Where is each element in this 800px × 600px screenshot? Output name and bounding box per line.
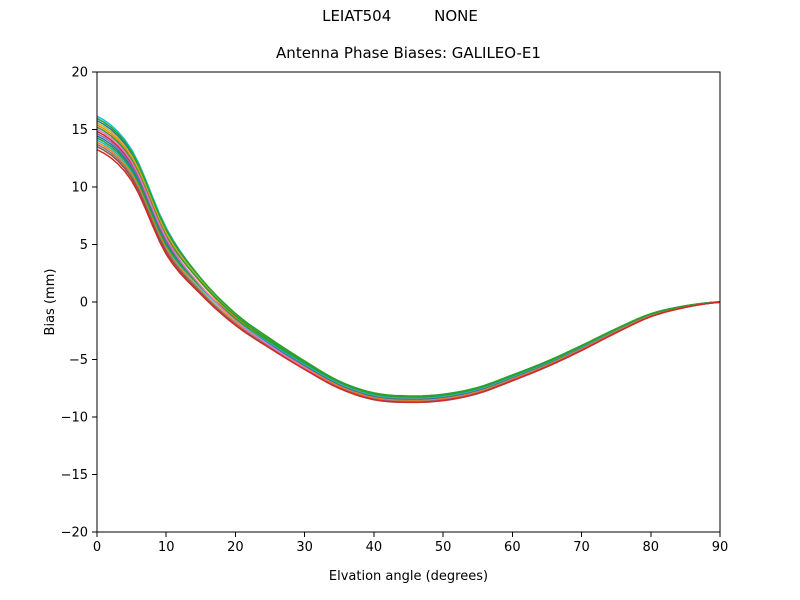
x-tick-label: 60	[504, 540, 521, 555]
chart-title: Antenna Phase Biases: GALILEO-E1	[276, 44, 541, 62]
bias-curve	[96, 119, 721, 400]
bias-curve	[96, 115, 721, 399]
y-tick-label: −20	[61, 526, 88, 541]
y-tick-label: 0	[80, 296, 88, 311]
x-axis-label: Elvation angle (degrees)	[328, 569, 489, 584]
x-tick-label: 70	[573, 540, 590, 555]
y-tick-label: −10	[61, 411, 88, 426]
y-tick-label: −5	[69, 353, 88, 368]
figure-suptitle: LEIAT504 NONE	[322, 7, 478, 25]
y-tick-label: −15	[61, 468, 88, 483]
x-tick-label: 0	[93, 540, 101, 555]
y-tick-label: 10	[71, 181, 88, 196]
bias-curve	[96, 117, 721, 397]
bias-curve	[96, 124, 721, 400]
x-tick-label: 80	[643, 540, 660, 555]
x-tick-label: 20	[227, 540, 244, 555]
y-tick-label: 15	[71, 123, 88, 138]
bias-curve	[96, 122, 721, 399]
bias-curve	[96, 148, 721, 403]
x-tick-label: 30	[296, 540, 313, 555]
x-tick-label: 10	[158, 540, 175, 555]
x-tick-label: 50	[435, 540, 452, 555]
y-tick-label: 5	[80, 238, 88, 253]
x-tick-label: 40	[366, 540, 383, 555]
bias-curve	[96, 141, 721, 402]
bias-curve	[96, 126, 721, 398]
y-tick-label: 20	[71, 66, 88, 81]
axes-spines	[96, 71, 721, 533]
x-tick-label: 90	[712, 540, 729, 555]
